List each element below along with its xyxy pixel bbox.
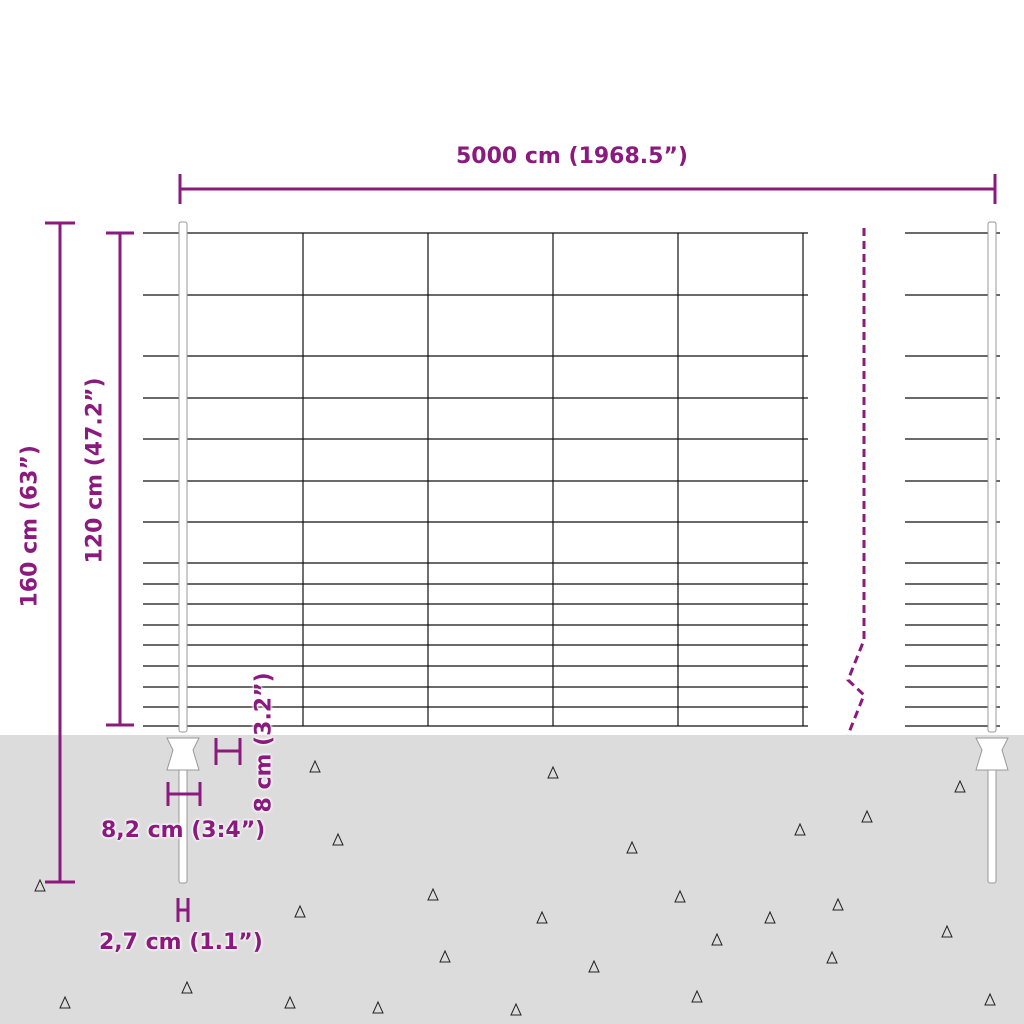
stone-mark <box>294 904 306 918</box>
post-diameter-dimension-line <box>176 898 190 922</box>
fence-height-dimension-line <box>106 231 134 727</box>
stone-mark <box>309 759 321 773</box>
stone-mark <box>764 910 776 924</box>
stone-mark <box>794 822 806 836</box>
stone-mark <box>588 959 600 973</box>
stone-mark <box>181 980 193 994</box>
bracket-height-dimension-line <box>214 738 242 765</box>
bracket-width-dimension-line <box>166 782 202 806</box>
bracket-height-label: 8 cm (3.2”) <box>251 672 277 813</box>
stone-mark <box>536 910 548 924</box>
stone-mark <box>691 989 703 1003</box>
stone-mark <box>59 995 71 1009</box>
stone-mark <box>674 889 686 903</box>
stone-mark <box>34 878 46 892</box>
stone-mark <box>547 765 559 779</box>
total-height-dimension-line <box>45 221 75 884</box>
post-bracket <box>975 737 1009 771</box>
total-height-label: 160 cm (63”) <box>17 445 43 608</box>
stone-mark <box>427 887 439 901</box>
ground <box>0 735 1024 1024</box>
stone-mark <box>626 840 638 854</box>
fence-post <box>987 221 997 733</box>
stone-mark <box>941 924 953 938</box>
post-spike <box>987 759 997 884</box>
bracket-width-label: 8,2 cm (3:4”) <box>101 818 266 843</box>
post-diameter-label: 2,7 cm (1.1”) <box>99 930 263 955</box>
break-line <box>846 228 866 736</box>
length-label: 5000 cm (1968.5”) <box>456 144 688 169</box>
stone-mark <box>954 779 966 793</box>
stone-mark <box>711 932 723 946</box>
stone-mark <box>826 950 838 964</box>
fence-post <box>178 221 188 733</box>
stone-mark <box>510 1002 522 1016</box>
stone-mark <box>439 949 451 963</box>
stone-mark <box>332 832 344 846</box>
stone-mark <box>832 897 844 911</box>
stone-mark <box>861 809 873 823</box>
stone-mark <box>284 995 296 1009</box>
fence-height-label: 120 cm (47.2”) <box>82 377 108 564</box>
post-bracket <box>166 737 200 771</box>
stone-mark <box>984 992 996 1006</box>
stone-mark <box>372 1000 384 1014</box>
length-dimension-line <box>178 174 997 204</box>
